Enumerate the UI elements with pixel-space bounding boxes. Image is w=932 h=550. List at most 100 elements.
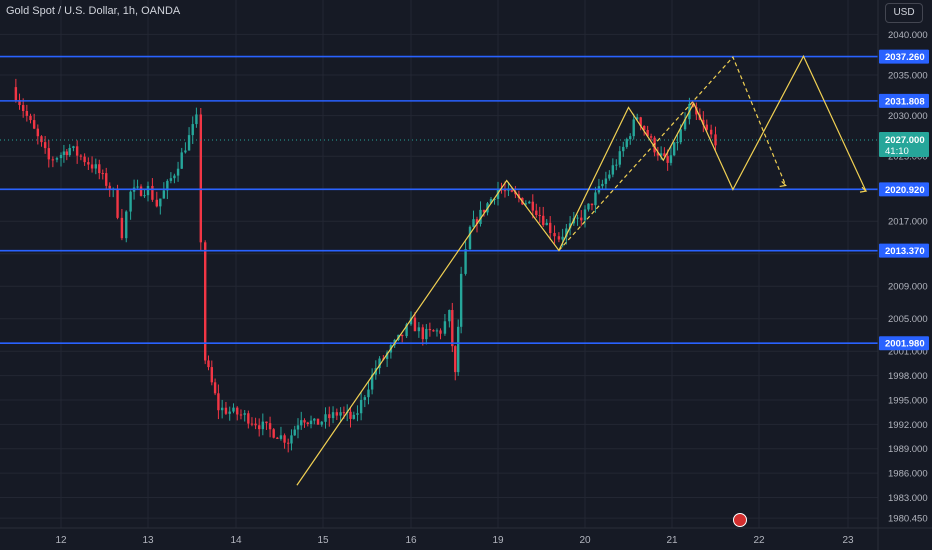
x-tick-label: 21: [666, 535, 678, 546]
candle-body: [125, 211, 128, 239]
candle-body: [580, 217, 583, 221]
candle-body: [276, 437, 279, 439]
current-price-label: 2027.000: [885, 135, 925, 146]
candle-body: [405, 324, 408, 337]
candle-body: [173, 175, 176, 179]
candle-body: [457, 326, 460, 373]
level-price-label: 2013.370: [885, 246, 925, 257]
candle-body: [669, 155, 673, 163]
candle-body: [155, 199, 158, 207]
candle-body: [98, 164, 101, 174]
candle-body: [618, 151, 621, 165]
candle-body: [32, 120, 36, 129]
current-price-tag: [879, 131, 929, 157]
candle-body: [129, 191, 132, 212]
candle-body: [587, 203, 590, 210]
y-tick-label: 2001.000: [888, 347, 928, 358]
candle-body: [714, 134, 717, 146]
candle-body: [47, 148, 50, 160]
level-price-tag: [879, 49, 929, 64]
candle-body: [14, 87, 18, 101]
candle-body: [247, 413, 250, 424]
candle-body: [243, 413, 246, 415]
currency-button[interactable]: USD: [885, 3, 923, 23]
candle-body: [451, 310, 454, 347]
candle-body: [676, 142, 679, 144]
candle-body: [401, 334, 404, 337]
y-tick-label: 1995.000: [888, 395, 928, 406]
x-tick-label: 22: [753, 535, 765, 546]
candle-body: [94, 164, 97, 169]
candle-body: [615, 164, 618, 166]
candle-body: [335, 412, 339, 416]
candle-body: [659, 153, 663, 156]
candle-body: [425, 328, 428, 340]
y-tick-label: 2005.000: [888, 314, 928, 325]
x-tick-label: 19: [492, 535, 504, 546]
candle-body: [36, 128, 40, 137]
x-tick-label: 20: [579, 535, 591, 546]
y-tick-label: 1986.000: [888, 469, 928, 480]
us-flag-icon[interactable]: [733, 513, 747, 527]
projection-dashed-path: [558, 55, 787, 251]
chart-title: Gold Spot / U.S. Dollar, 1h, OANDA: [6, 5, 181, 17]
candle-body: [210, 367, 213, 383]
candle-body: [236, 407, 239, 415]
candle-body: [709, 129, 713, 135]
candle-body: [176, 168, 180, 176]
candle-body: [363, 397, 366, 400]
candle-body: [468, 226, 472, 250]
candle-body: [672, 142, 676, 156]
candle-body: [316, 418, 320, 425]
level-price-label: 2037.260: [885, 52, 925, 63]
candle-body: [428, 328, 432, 331]
candle-body: [62, 151, 66, 155]
candle-body: [679, 129, 682, 143]
candle-body: [378, 358, 381, 369]
candle-body: [224, 407, 228, 414]
candle-body: [568, 223, 572, 229]
candle-body: [553, 233, 556, 237]
candle-body: [139, 186, 143, 196]
candle-body: [432, 330, 435, 332]
candle-body: [356, 413, 359, 415]
candle-body: [59, 154, 63, 159]
y-tick-label: 2040.000: [888, 30, 928, 41]
x-tick-label: 13: [142, 535, 154, 546]
candle-body: [151, 185, 154, 200]
candle-body: [68, 147, 71, 156]
price-axis: [878, 0, 932, 550]
candle-body: [303, 420, 306, 423]
projection-dashed-arrow: [779, 181, 787, 188]
candle-body: [101, 173, 104, 175]
level-price-tag: [879, 243, 929, 258]
x-tick-label: 12: [55, 535, 67, 546]
candle-body: [120, 217, 124, 239]
candle-body: [75, 146, 79, 156]
candle-body: [283, 435, 286, 443]
candle-body: [625, 139, 628, 147]
candle-body: [565, 228, 568, 237]
level-price-label: 2001.980: [885, 339, 925, 350]
candle-body: [421, 327, 424, 340]
candle-body: [146, 185, 150, 196]
candle-body: [159, 198, 162, 207]
candle-body: [435, 330, 439, 332]
candle-body: [493, 198, 496, 200]
candle-body: [524, 203, 528, 205]
candle-body: [258, 425, 261, 430]
projection-arrow: [859, 186, 868, 193]
candle-body: [184, 150, 187, 153]
y-tick-label: 2017.000: [888, 217, 928, 228]
y-tick-label: 2009.000: [888, 282, 928, 293]
candle-body: [279, 435, 283, 439]
y-tick-label: 1998.000: [888, 371, 928, 382]
candle-body: [475, 219, 479, 224]
candle-body: [143, 195, 146, 197]
current-price-countdown: 41:10: [885, 146, 909, 157]
candle-body: [352, 414, 355, 419]
candle-body: [239, 414, 243, 416]
candle-body: [629, 136, 632, 140]
candle-body: [538, 214, 541, 216]
